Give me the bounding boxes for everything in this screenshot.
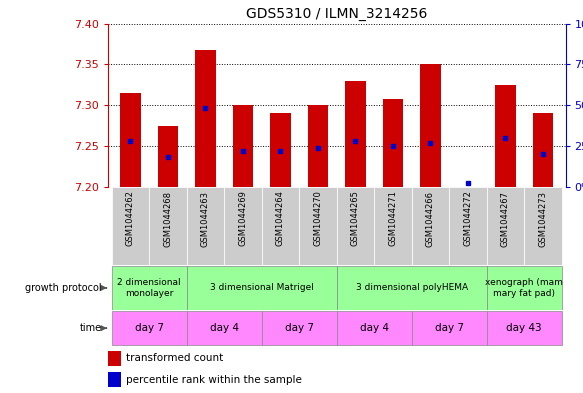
Bar — [337, 266, 487, 310]
Bar — [111, 187, 149, 265]
Bar — [382, 99, 403, 187]
Bar — [449, 187, 487, 265]
Text: 3 dimensional Matrigel: 3 dimensional Matrigel — [210, 283, 314, 292]
Text: GSM1044270: GSM1044270 — [314, 191, 322, 246]
Text: GSM1044266: GSM1044266 — [426, 191, 435, 246]
Text: day 4: day 4 — [360, 323, 389, 333]
Bar — [120, 93, 141, 187]
Bar — [487, 187, 524, 265]
Text: day 7: day 7 — [285, 323, 314, 333]
Bar — [187, 311, 262, 345]
Text: transformed count: transformed count — [126, 353, 223, 363]
Bar — [524, 187, 562, 265]
Bar — [262, 311, 337, 345]
Text: GSM1044264: GSM1044264 — [276, 191, 285, 246]
Text: 3 dimensional polyHEMA: 3 dimensional polyHEMA — [356, 283, 468, 292]
Bar — [195, 50, 216, 187]
Bar — [157, 125, 178, 187]
Bar — [337, 311, 412, 345]
Text: GSM1044273: GSM1044273 — [539, 191, 547, 246]
Bar — [495, 85, 516, 187]
Text: time: time — [80, 323, 102, 333]
Bar — [487, 311, 562, 345]
Text: GSM1044272: GSM1044272 — [463, 191, 472, 246]
Bar — [108, 351, 121, 365]
Text: GSM1044262: GSM1044262 — [126, 191, 135, 246]
Bar — [487, 266, 562, 310]
Bar — [533, 113, 553, 187]
Bar — [412, 187, 449, 265]
Bar — [108, 372, 121, 387]
Bar — [412, 311, 487, 345]
Bar — [111, 311, 187, 345]
Text: day 43: day 43 — [507, 323, 542, 333]
Bar — [337, 187, 374, 265]
Bar — [187, 266, 337, 310]
Text: day 7: day 7 — [435, 323, 463, 333]
Bar — [149, 187, 187, 265]
Bar — [270, 113, 291, 187]
Title: GDS5310 / ILMN_3214256: GDS5310 / ILMN_3214256 — [246, 7, 427, 21]
Bar — [233, 105, 253, 187]
Text: GSM1044265: GSM1044265 — [351, 191, 360, 246]
Text: GSM1044267: GSM1044267 — [501, 191, 510, 246]
Text: GSM1044271: GSM1044271 — [388, 191, 398, 246]
Text: GSM1044263: GSM1044263 — [201, 191, 210, 246]
Text: GSM1044268: GSM1044268 — [163, 191, 173, 246]
Text: growth protocol: growth protocol — [26, 283, 102, 293]
Text: percentile rank within the sample: percentile rank within the sample — [126, 375, 302, 385]
Text: GSM1044269: GSM1044269 — [238, 191, 247, 246]
Bar — [308, 105, 328, 187]
Text: day 4: day 4 — [210, 323, 238, 333]
Text: 2 dimensional
monolayer: 2 dimensional monolayer — [117, 278, 181, 298]
Bar — [224, 187, 262, 265]
Bar — [420, 64, 441, 187]
Text: day 7: day 7 — [135, 323, 164, 333]
Bar — [111, 266, 187, 310]
Text: xenograph (mam
mary fat pad): xenograph (mam mary fat pad) — [485, 278, 563, 298]
Bar — [262, 187, 299, 265]
Bar — [299, 187, 337, 265]
Bar — [374, 187, 412, 265]
Bar — [187, 187, 224, 265]
Bar — [345, 81, 366, 187]
